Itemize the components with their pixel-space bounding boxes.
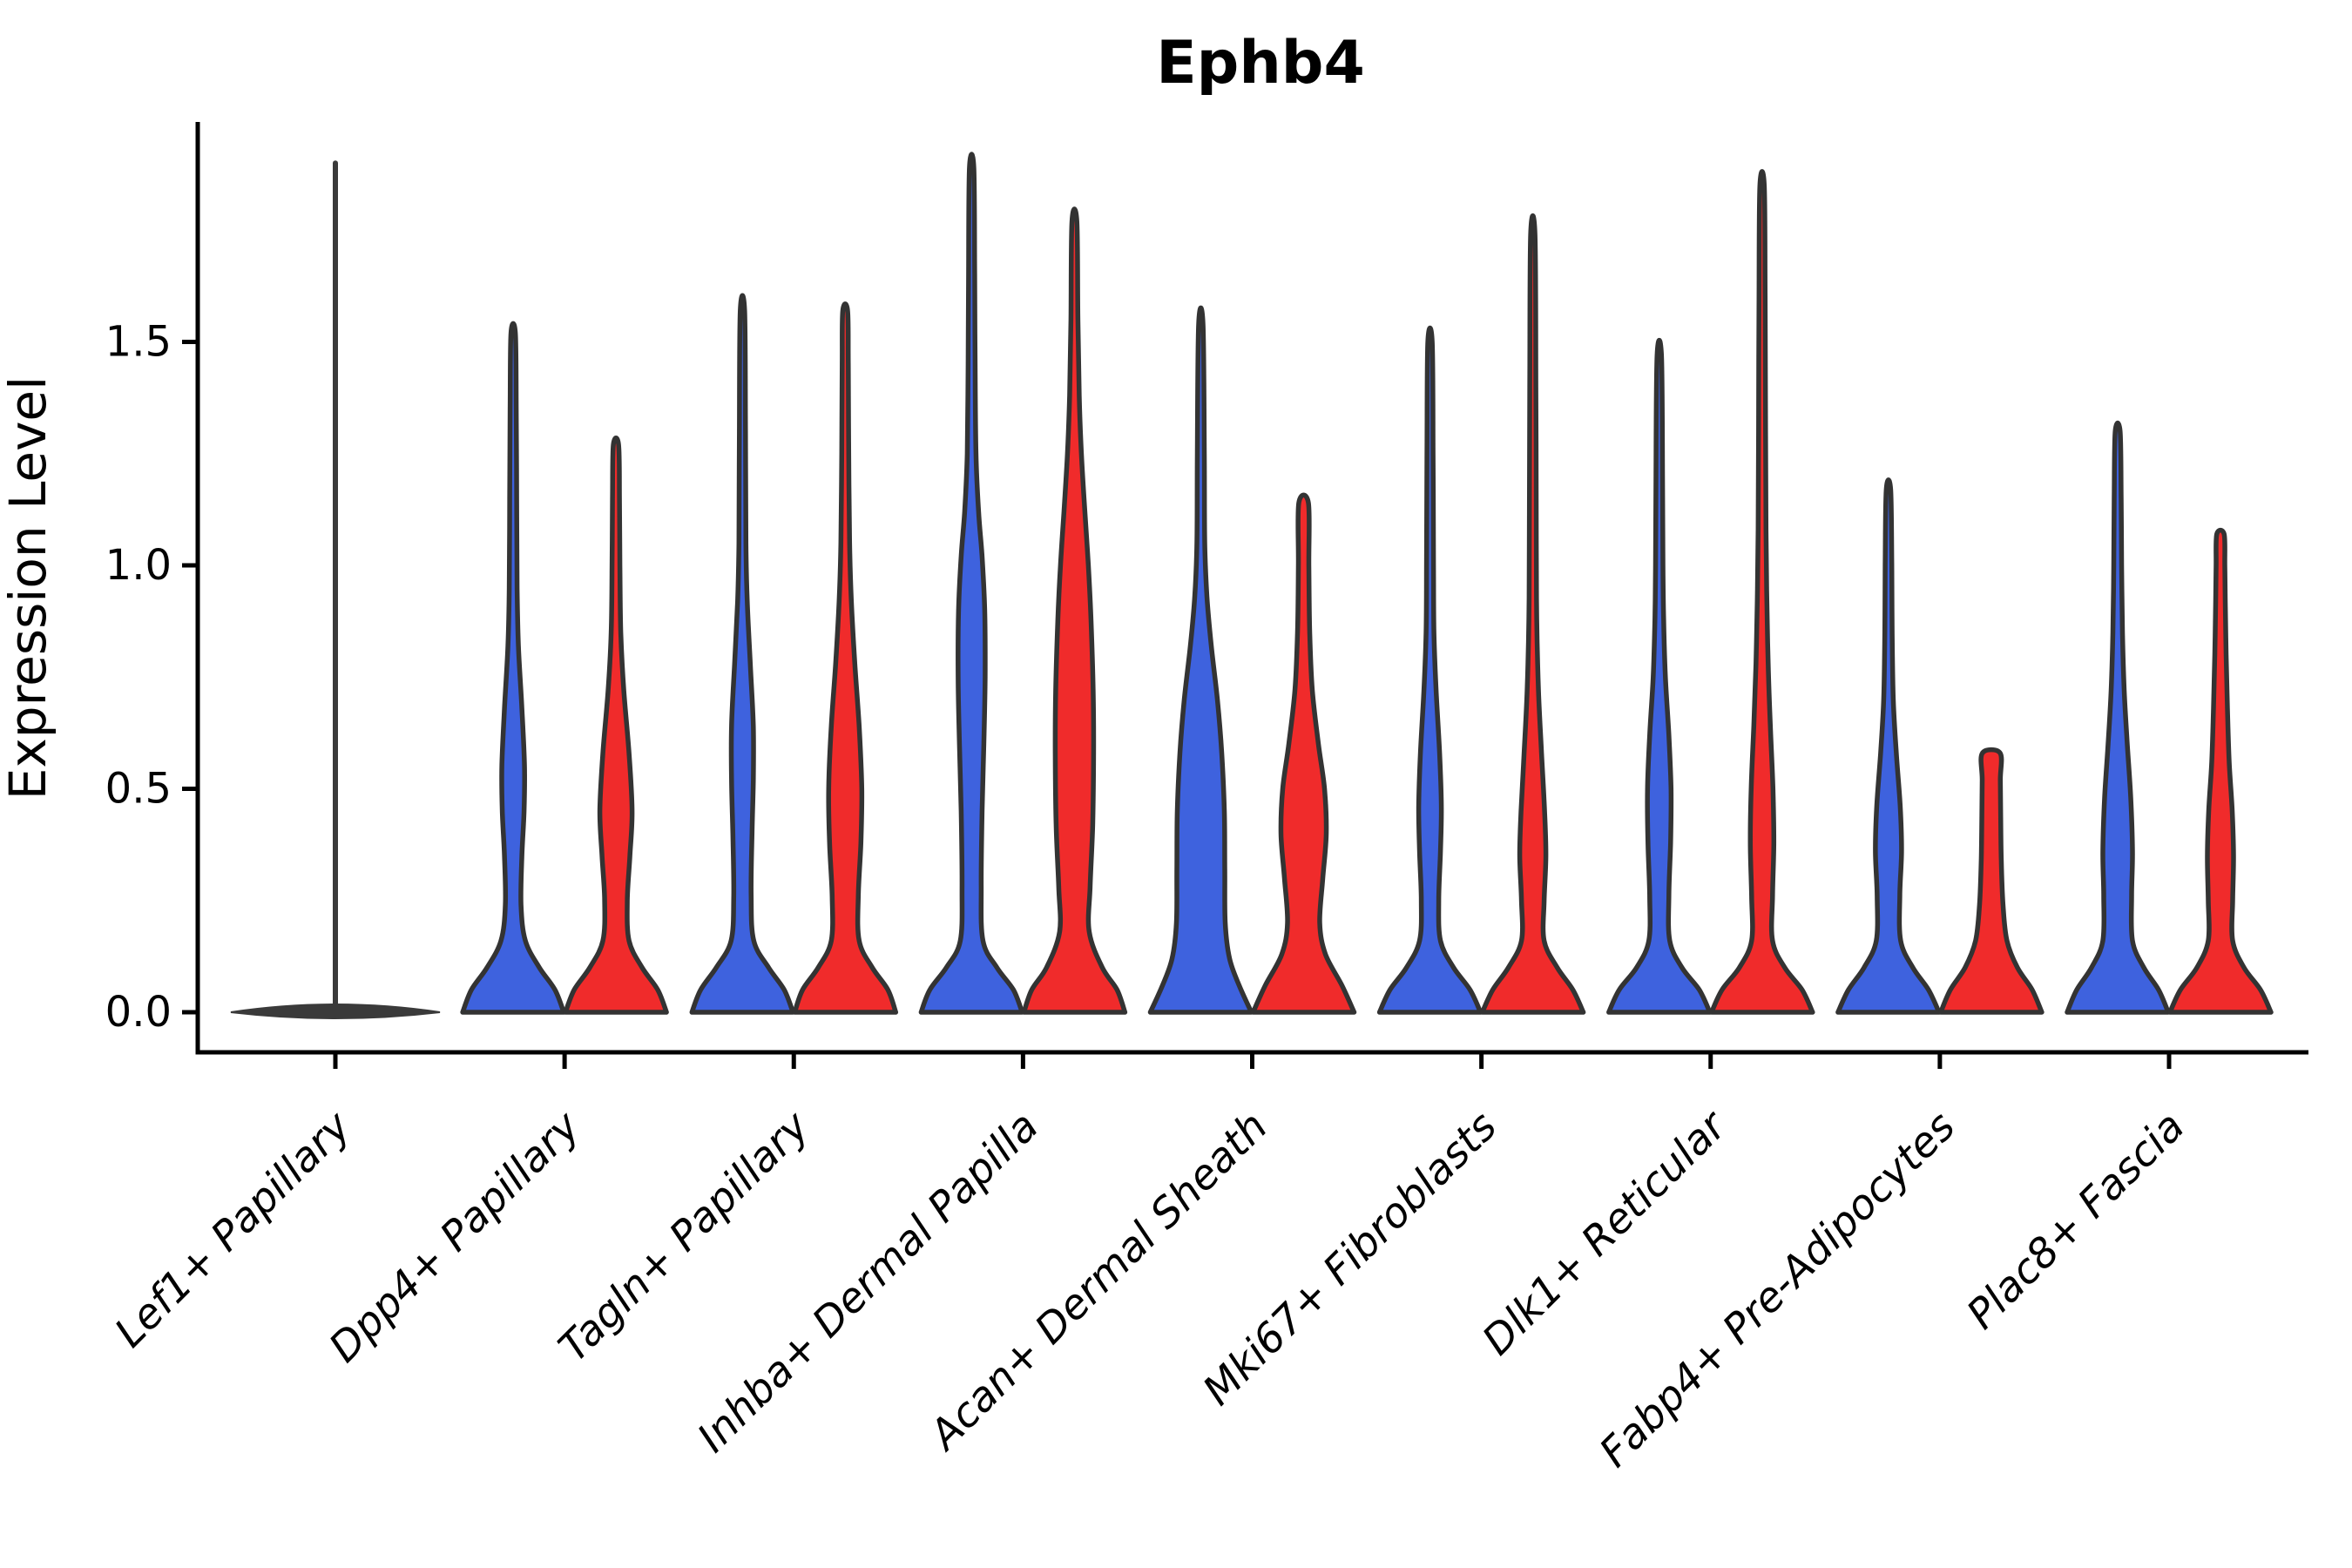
y-tick-label: 0.5 bbox=[105, 765, 172, 814]
violin-plac8-fascia-blue bbox=[2065, 420, 2171, 1015]
violin-tagln-papillary-blue bbox=[689, 293, 796, 1015]
violin-fabp4-pre-adipocytes-red bbox=[1938, 747, 2044, 1015]
violin-inhba-dermal-papilla-blue bbox=[918, 152, 1025, 1015]
x-category-label: Tagln+ Papillary bbox=[550, 1102, 820, 1372]
violin-plac8-fascia-red bbox=[2167, 527, 2274, 1015]
violin-dlk1-reticular-red bbox=[1709, 169, 1815, 1015]
x-category-label: Dlk1+ Reticular bbox=[1473, 1101, 1737, 1365]
violin-tagln-papillary-red bbox=[792, 301, 899, 1015]
y-tick-label: 1.0 bbox=[105, 541, 172, 590]
y-tick-label: 0.0 bbox=[105, 988, 172, 1037]
y-tick-label: 1.5 bbox=[105, 318, 172, 367]
violin-dpp4-papillary-red bbox=[563, 436, 669, 1015]
violin-acan-dermal-sheath-blue bbox=[1147, 305, 1254, 1015]
violin-dlk1-reticular-blue bbox=[1606, 337, 1713, 1015]
x-category-label: Lef1+ Papillary bbox=[105, 1102, 361, 1357]
y-axis-label: Expression Level bbox=[0, 376, 57, 800]
axis-spines bbox=[195, 122, 2308, 1055]
x-category-label: Plac8+ Fascia bbox=[1957, 1103, 2193, 1339]
violin-inhba-dermal-papilla-red bbox=[1021, 206, 1128, 1015]
violin-dpp4-papillary-blue bbox=[460, 321, 566, 1015]
x-category-label: Dpp4+ Papillary bbox=[320, 1102, 590, 1372]
violin-acan-dermal-sheath-red bbox=[1250, 492, 1357, 1015]
chart-title: Ephb4 bbox=[1156, 29, 1365, 98]
violin-mki67-fibroblasts-blue bbox=[1376, 325, 1484, 1015]
violin-fabp4-pre-adipocytes-blue bbox=[1835, 477, 1942, 1015]
violin-mki67-fibroblasts-red bbox=[1479, 213, 1586, 1015]
